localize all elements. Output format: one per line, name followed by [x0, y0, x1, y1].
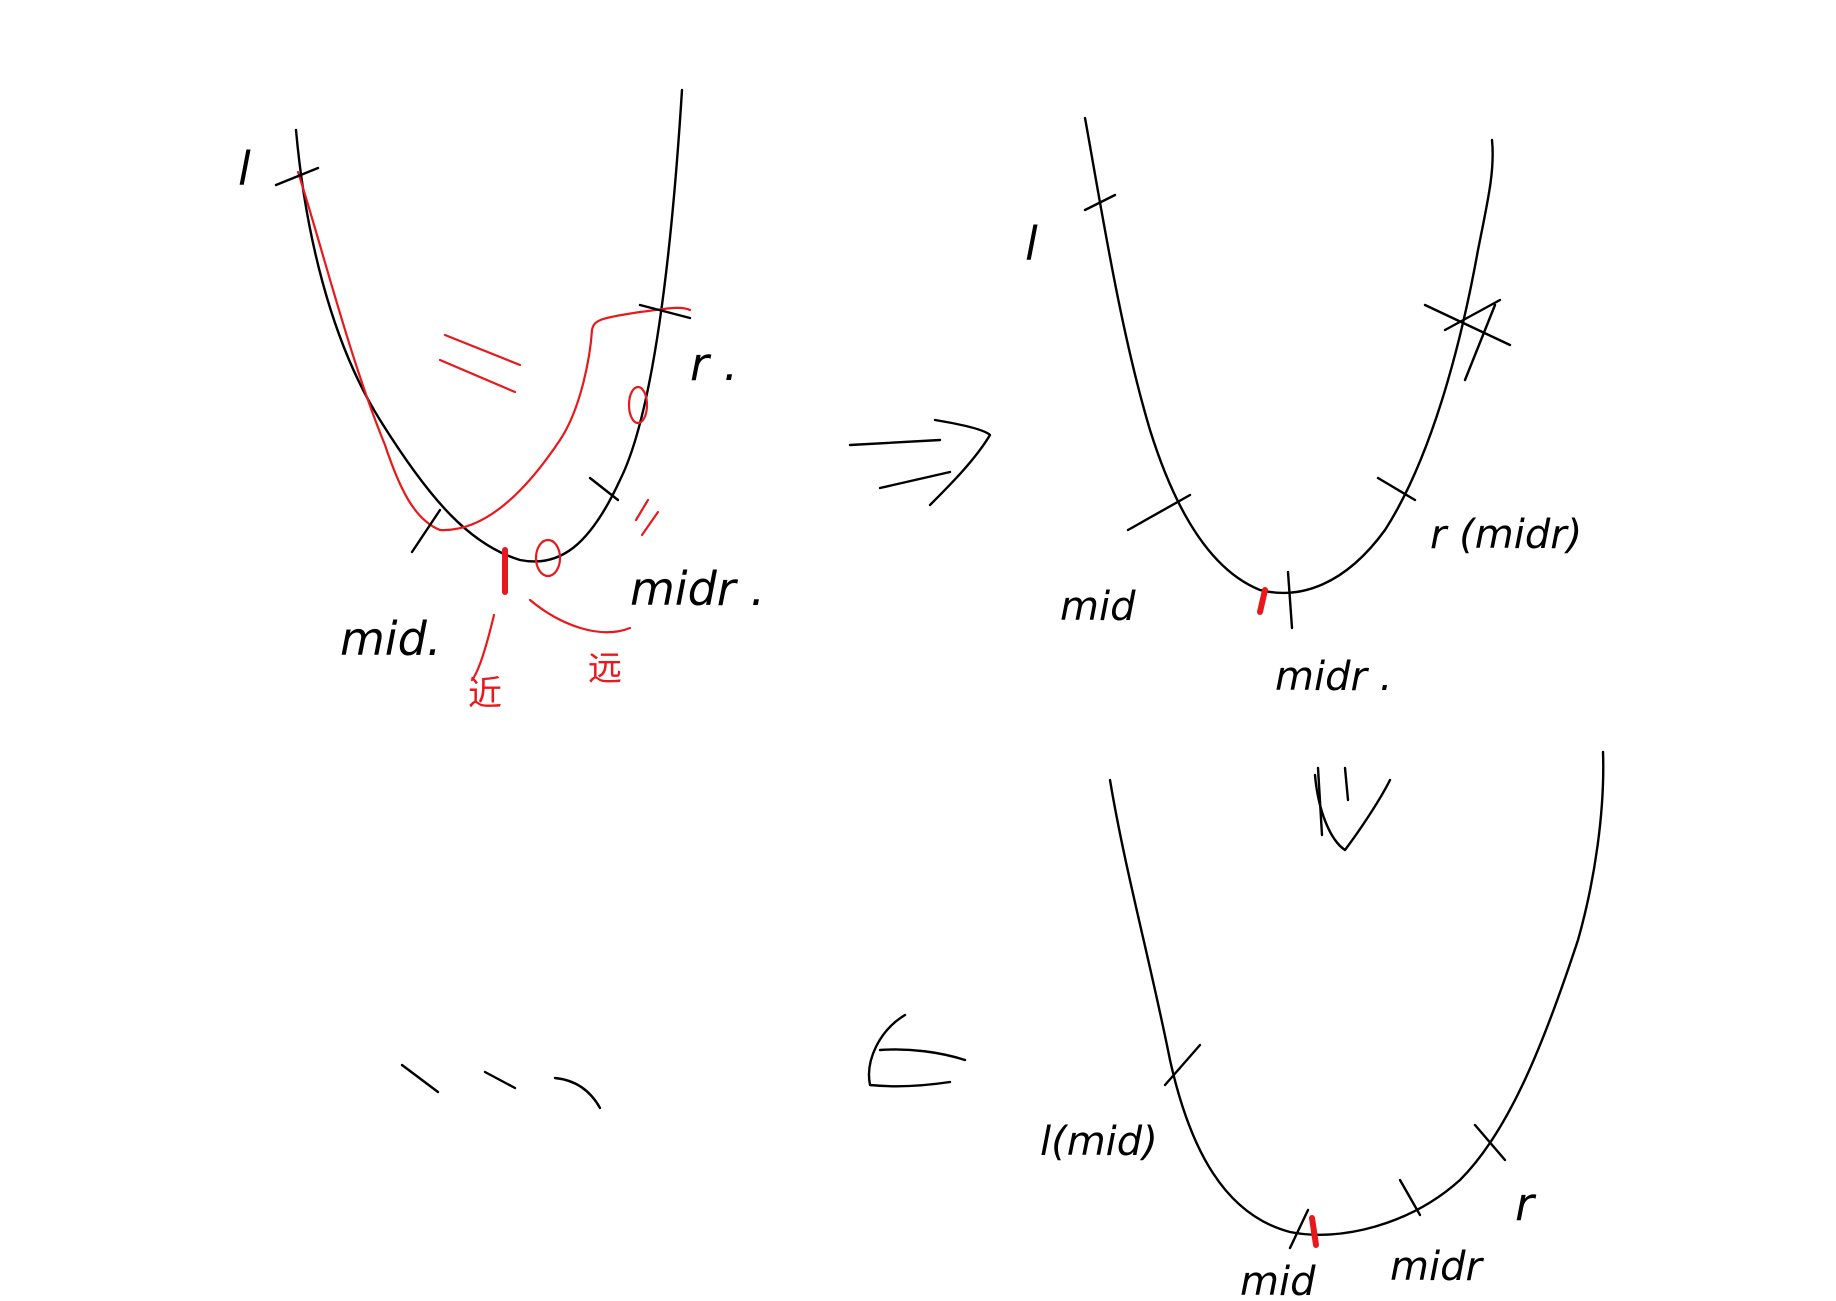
panel-2-crossed-out-a — [1423, 303, 1512, 347]
panel-2-crossed-out-c — [1463, 303, 1497, 382]
panel-1-circle-lower — [534, 538, 562, 578]
panel-1-tick-l — [274, 166, 320, 187]
panel-1-equal-mark-c — [634, 498, 650, 522]
panel-1-tick-midr — [588, 476, 620, 502]
panel-1-red-trace-left — [296, 170, 442, 532]
panel-3-tick-mid — [1288, 1208, 1310, 1250]
panel-1-label-r: r . — [690, 337, 738, 391]
panel-1-equal-mark-a — [443, 333, 522, 367]
panel-3-label-l-mid: l(mid) — [1040, 1119, 1158, 1165]
panel-3-tick-l — [1163, 1043, 1202, 1087]
panel-1-label-midr: midr . — [630, 562, 765, 616]
panel-2-tick-midr — [1286, 570, 1294, 630]
panel-2-curve — [1083, 116, 1494, 594]
panel-1-note-left: 近 — [468, 674, 502, 714]
panel-2-crossed-out-b — [1443, 298, 1502, 332]
panel-1-red-connector-left — [470, 613, 496, 682]
panel-2-tick-l — [1083, 193, 1117, 212]
panel-3-label-midr: midr — [1390, 1244, 1484, 1290]
ellipsis-marks — [400, 1063, 602, 1110]
panel-3-min-mark — [1309, 1215, 1319, 1248]
panel-1-label-mid: mid. — [340, 612, 441, 666]
panel-3-tick-r — [1473, 1123, 1507, 1162]
right-arrow-icon — [848, 418, 992, 507]
down-arrow-icon — [1313, 766, 1392, 852]
panel-1-red-trace-right — [438, 306, 692, 532]
panel-3-curve — [1108, 750, 1605, 1236]
panel-1-equal-mark-b — [438, 358, 517, 394]
panel-1-circle-upper — [627, 385, 649, 425]
panel-2: l mid r (midr) midr . — [1025, 116, 1582, 700]
panel-3-label-mid: mid — [1240, 1259, 1316, 1301]
panel-1-red-connector-right — [528, 598, 632, 634]
panel-1-tick-mid — [410, 508, 442, 554]
panel-3-label-r: r — [1515, 1177, 1537, 1231]
panel-3: l(mid) mid midr r — [1040, 750, 1605, 1301]
panel-1: l r . mid. midr . 近 远 — [238, 88, 765, 714]
panel-2-tick-r — [1376, 476, 1417, 502]
panel-3-tick-midr — [1398, 1178, 1422, 1217]
panel-1-tick-r — [638, 303, 692, 320]
panel-2-label-l: l — [1025, 217, 1038, 271]
panel-2-min-mark — [1257, 587, 1268, 615]
panel-1-label-l: l — [238, 142, 251, 196]
panel-2-tick-mid — [1126, 493, 1192, 532]
panel-2-label-r-midr: r (midr) — [1430, 512, 1582, 558]
panel-1-note-right: 远 — [588, 649, 622, 689]
panel-2-label-mid: mid — [1060, 584, 1136, 630]
panel-1-curve — [294, 88, 684, 563]
panel-2-label-midr: midr . — [1275, 654, 1392, 700]
left-arrow-icon — [867, 1013, 967, 1088]
panel-1-equal-mark-d — [640, 510, 660, 537]
